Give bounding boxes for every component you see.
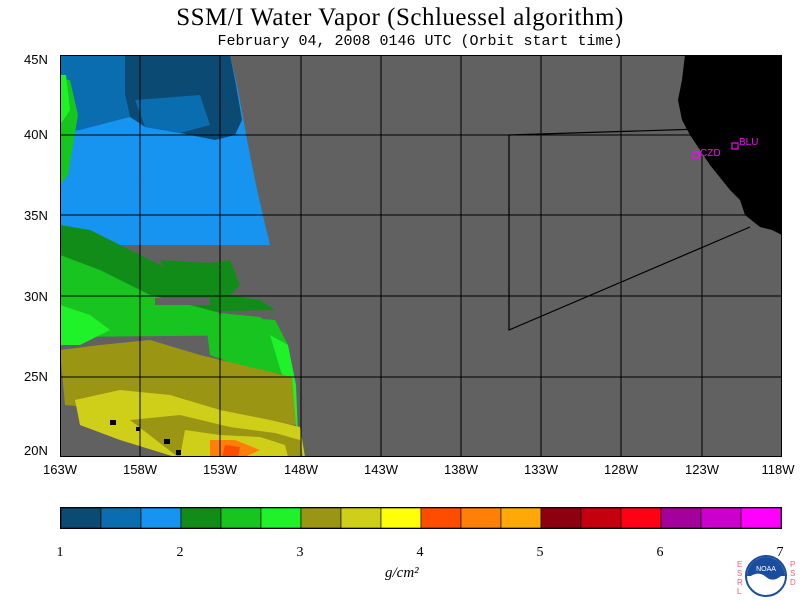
lon-label-143w: 143W [364,462,398,477]
colorbar-border [60,507,782,529]
noaa-logo: NOAA [745,555,787,597]
lon-label-118w: 118W [761,462,795,477]
colorbar-swatch [180,507,222,529]
lat-label-30n: 30N [24,289,48,304]
station-blu: BLU [731,137,758,150]
colorbar-tick-6: 6 [656,545,664,560]
colorbar-swatch [740,507,782,529]
lon-label-128w: 128W [604,462,638,477]
colorbar-swatch [500,507,542,529]
colorbar-tick-3: 3 [296,545,304,560]
lon-label-123w: 123W [685,462,719,477]
colorbar-tick-5: 5 [536,545,544,560]
colorbar-swatch [580,507,622,529]
colorbar-tick-1: 1 [56,545,64,560]
colorbar-swatch [300,507,342,529]
lon-label-148w: 148W [284,462,318,477]
colorbar-swatch [460,507,502,529]
colorbar-swatch [60,507,102,529]
lat-label-20n: 20N [24,443,48,458]
lon-label-153w: 153W [203,462,237,477]
lat-label-45n: 45N [24,52,48,67]
colorbar-swatch [660,507,702,529]
lon-label-163w: 163W [43,462,77,477]
lat-label-25n: 25N [24,369,48,384]
water-vapor-swath [60,55,305,457]
colorbar-swatch [620,507,662,529]
water-vapor-map: CZD BLU [60,55,782,457]
colorbar-swatch [100,507,142,529]
colorbar-swatch [700,507,742,529]
lon-label-158w: 158W [123,462,157,477]
station-czd: CZD [692,148,721,159]
colorbar-swatch [420,507,462,529]
colorbar-swatch [380,507,422,529]
lat-label-40n: 40N [24,127,48,142]
colorbar [60,507,782,529]
colorbar-unit: g/cm² [385,565,419,581]
domain-outline [508,128,751,331]
colorbar-tick-4: 4 [416,545,424,560]
lon-label-133w: 133W [524,462,558,477]
colorbar-swatch [260,507,302,529]
lat-lon-grid [60,55,782,457]
map-title: SSM/I Water Vapor (Schluessel algorithm) [176,4,624,31]
california-coast [678,55,782,235]
colorbar-swatch [220,507,262,529]
station-label-czd: CZD [700,148,721,159]
map-subtitle: February 04, 2008 0146 UTC (Orbit start … [217,33,623,50]
colorbar-tick-2: 2 [176,545,184,560]
colorbar-tick-7: 7 [776,545,784,560]
logo-agency: NOAA [756,566,776,573]
station-label-blu: BLU [739,137,758,148]
colorbar-swatch [540,507,582,529]
lat-label-35n: 35N [24,208,48,223]
colorbar-swatch [340,507,382,529]
lon-label-138w: 138W [444,462,478,477]
colorbar-swatch [140,507,182,529]
